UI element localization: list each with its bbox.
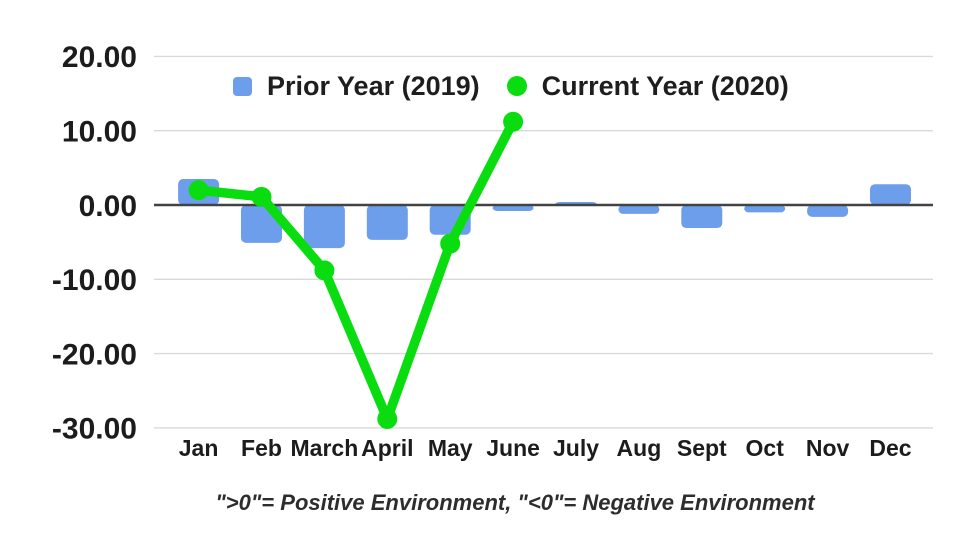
y-axis-tick-label: 20.00 bbox=[62, 41, 137, 74]
x-axis-label-april: April bbox=[361, 435, 413, 461]
line-point-april bbox=[377, 408, 398, 429]
y-axis-tick-label: -10.00 bbox=[52, 264, 137, 297]
line-point-feb bbox=[251, 186, 272, 207]
line-point-jan bbox=[188, 180, 209, 201]
bar-aug bbox=[618, 205, 660, 214]
bar-june bbox=[492, 205, 534, 211]
bar-sept bbox=[681, 205, 723, 229]
legend-label-prior-year: Prior Year (2019) bbox=[267, 70, 480, 101]
x-axis-label-july: July bbox=[553, 435, 599, 461]
y-axis-tick-label: -20.00 bbox=[52, 338, 137, 371]
bar-oct bbox=[744, 205, 786, 213]
legend-swatch-current-year bbox=[506, 76, 527, 96]
x-axis-label-dec: Dec bbox=[869, 435, 911, 461]
bar-april bbox=[366, 205, 408, 240]
line-point-may bbox=[440, 233, 461, 254]
bar-nov bbox=[807, 205, 849, 217]
y-axis-tick-label: 10.00 bbox=[62, 116, 137, 149]
legend-swatch-prior-year bbox=[233, 76, 252, 96]
line-current-year bbox=[193, 117, 518, 424]
x-axis-label-june: June bbox=[486, 435, 540, 461]
chart-legend: Prior Year (2019) Current Year (2020) bbox=[233, 69, 789, 103]
x-axis-label-march: March bbox=[291, 435, 359, 461]
x-axis-label-feb: Feb bbox=[241, 435, 282, 461]
x-axis-label-sept: Sept bbox=[677, 435, 727, 461]
y-axis-tick-label: -30.00 bbox=[52, 413, 137, 446]
y-axis-tick-label: 0.00 bbox=[79, 190, 137, 223]
line-point-june bbox=[503, 111, 524, 132]
x-axis-label-may: May bbox=[428, 435, 473, 461]
x-axis-label-nov: Nov bbox=[806, 435, 850, 461]
chart-caption: ">0"= Positive Environment, "<0"= Negati… bbox=[215, 490, 815, 515]
bar-march bbox=[303, 205, 345, 249]
legend-label-current-year: Current Year (2020) bbox=[541, 70, 789, 101]
x-axis-label-aug: Aug bbox=[617, 435, 662, 461]
bar-dec bbox=[870, 184, 911, 205]
x-axis-label-jan: Jan bbox=[179, 435, 219, 461]
line-point-march bbox=[314, 260, 335, 281]
x-axis-label-oct: Oct bbox=[746, 435, 785, 461]
